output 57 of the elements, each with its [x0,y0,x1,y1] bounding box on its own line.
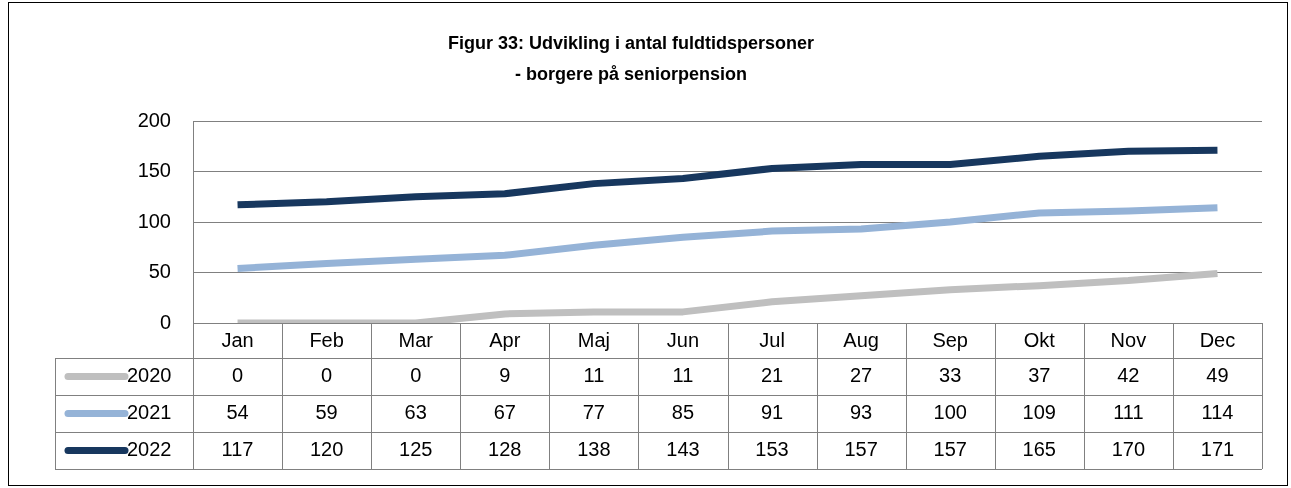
data-label: 59 [315,401,338,424]
data-label: 138 [577,438,611,461]
data-label: 120 [309,438,344,461]
x-tick-label: Aug [843,328,879,351]
y-tick-label: 200 [137,108,171,131]
data-label: 33 [939,364,962,387]
legend-label: 2022 [127,438,172,461]
x-tick-label: Feb [309,328,344,351]
data-label: 21 [760,364,784,387]
chart-title: Figur 33: Udvikling i antal fuldtidspersoner - borgere på seniorpension [447,32,815,85]
x-tick-label: Mar [398,328,434,351]
data-label: 37 [1028,364,1051,387]
data-label: 67 [493,401,516,424]
data-label: 93 [850,401,873,424]
x-tick-label: Okt [1023,328,1056,351]
data-label: 117 [221,438,254,461]
data-label: 11 [672,364,694,387]
data-label: 153 [755,438,789,461]
y-tick-label: 0 [159,310,171,333]
data-label: 0 [231,364,244,387]
legend-label: 2021 [127,401,172,424]
data-label: 85 [671,401,695,424]
x-tick-label: Nov [1110,328,1147,351]
data-label: 9 [499,364,511,387]
x-tick-label: Maj [577,328,610,351]
data-label: 42 [1117,364,1140,387]
data-label: 157 [844,438,878,461]
y-tick-label: 100 [137,209,171,232]
y-tick-label: 150 [137,159,171,182]
data-label: 0 [410,364,422,387]
data-label: 114 [1201,401,1234,424]
data-label: 109 [1022,401,1056,424]
x-tick-label: Jul [759,328,785,351]
x-tick-label: Jun [666,328,700,351]
data-label: 91 [760,401,784,424]
data-label: 165 [1022,438,1056,461]
x-tick-label: Apr [489,328,521,351]
data-label: 157 [933,438,967,461]
data-label: 143 [666,438,700,461]
legend-label: 2020 [127,364,172,387]
data-label: 0 [321,364,333,387]
data-label: 11 [583,364,605,387]
data-label: 27 [850,364,873,387]
data-label: 111 [1113,401,1144,424]
x-tick-label: Jan [221,328,254,351]
data-label: 54 [226,401,249,424]
data-label: 170 [1111,438,1146,461]
data-label: 77 [582,401,605,424]
x-tick-label: Dec [1199,328,1236,351]
data-label: 49 [1206,364,1229,387]
x-tick-label: Sep [932,328,969,351]
data-label: 100 [933,401,967,424]
data-label: 171 [1200,438,1235,461]
data-label: 125 [399,438,433,461]
data-label: 128 [488,438,522,461]
y-tick-label: 50 [148,260,171,283]
data-label: 63 [404,401,427,424]
